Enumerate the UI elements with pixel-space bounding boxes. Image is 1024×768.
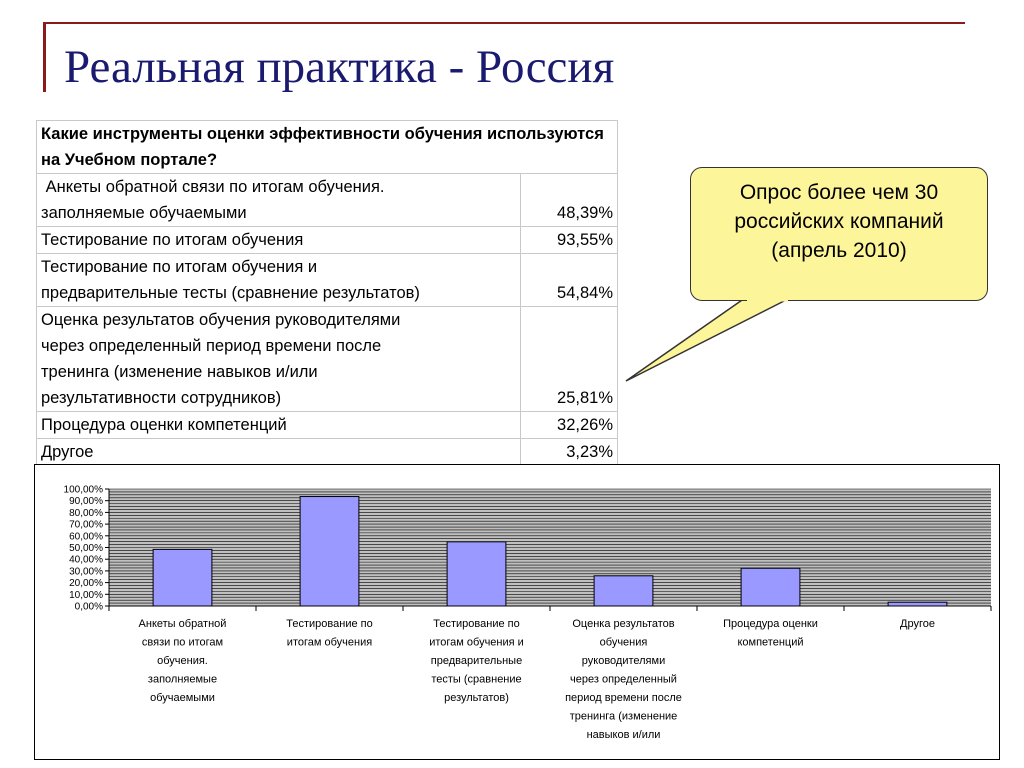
table-row-label-line: Другое xyxy=(41,443,94,461)
x-category-label: предварительные xyxy=(431,655,522,667)
table-row-label: Тестирование по итогам обучения xyxy=(36,226,521,254)
x-category-label: итогам обучения xyxy=(287,637,372,649)
x-category-label: Другое xyxy=(900,618,935,630)
table-row-label: Анкеты обратной связи по итогам обучения… xyxy=(36,173,521,227)
bar xyxy=(299,496,360,607)
slide-title: Реальная практика - Россия xyxy=(64,41,615,93)
x-category-label: период времени после xyxy=(565,692,682,704)
y-tick-label: 90,00% xyxy=(69,496,103,507)
bar-chart: 0,00% 10,00% 20,00% 30,00% 40,00% 50,00% 60,00… xyxy=(34,464,1000,760)
table-row: Другое 3,23% xyxy=(36,438,619,466)
table-row-value: 3,23% xyxy=(519,438,619,466)
x-category-label: тренинга (изменение xyxy=(570,711,678,723)
table-row-label-line: Тестирование по итогам обучения xyxy=(41,231,304,249)
table-row: Тестирование по итогам обучения и предва… xyxy=(36,253,619,307)
x-category-label: обучаемыми xyxy=(150,692,215,704)
table-row-value: 32,26% xyxy=(519,411,619,439)
y-tick-label: 100,00% xyxy=(64,485,104,496)
y-tick-label: 70,00% xyxy=(69,520,103,531)
x-category-label: тесты (сравнение xyxy=(431,674,521,686)
x-category-label: через определенный xyxy=(570,674,677,686)
table-row-label: Тестирование по итогам обучения и предва… xyxy=(36,253,521,307)
x-category-label: обучения. xyxy=(157,655,208,667)
survey-results-table: Какие инструменты оценки эффективности о… xyxy=(36,120,619,466)
table-row-value: 48,39% xyxy=(519,173,619,227)
table-header-cell: Какие инструменты оценки эффективности о… xyxy=(36,120,618,174)
x-category-label: Тестирование по xyxy=(433,618,519,630)
y-tick-label: 10,00% xyxy=(69,590,103,601)
callout-text-line: российских компаний xyxy=(734,210,944,233)
y-tick-label: 80,00% xyxy=(69,508,103,519)
table-row-label-line: тренинга (изменение навыков и/или xyxy=(41,363,318,381)
table-row-label: Другое xyxy=(36,438,521,466)
table-row: Анкеты обратной связи по итогам обучения… xyxy=(36,173,619,227)
bar-chart-canvas: 0,00%10,00%20,00%30,00%40,00%50,00%60,00… xyxy=(64,485,992,741)
table-row-label-line: через определенный период времени после xyxy=(41,337,382,355)
bar xyxy=(446,541,507,607)
table-header-row: Какие инструменты оценки эффективности о… xyxy=(36,120,618,174)
table-row-label-line: предварительные тесты (сравнение результ… xyxy=(41,284,420,302)
title-frame-left-rule xyxy=(43,22,46,92)
table-row-label-line: результативности сотрудников) xyxy=(41,389,282,407)
y-tick-label: 20,00% xyxy=(69,578,103,589)
table-row: Процедура оценки компетенций 32,26% xyxy=(36,411,619,439)
table-row: Тестирование по итогам обучения 93,55% xyxy=(36,226,619,254)
x-category-label: связи по итогам xyxy=(142,637,223,649)
x-category-label: Процедура оценки xyxy=(723,618,818,630)
y-tick-label: 60,00% xyxy=(69,531,103,542)
title-frame-top-rule xyxy=(43,22,965,24)
y-tick-label: 0,00% xyxy=(75,602,103,613)
callout-text-line: (апрель 2010) xyxy=(771,239,907,262)
x-category-label: компетенций xyxy=(737,637,803,649)
bar xyxy=(152,548,213,607)
x-category-label: Анкеты обратной xyxy=(139,618,227,630)
table-row-label-line: Оценка результатов обучения руководителя… xyxy=(41,311,401,329)
table-row: Оценка результатов обучения руководителя… xyxy=(36,306,619,412)
y-tick-label: 40,00% xyxy=(69,555,103,566)
x-category-label: заполняемые xyxy=(148,674,217,686)
table-row-value: 93,55% xyxy=(519,226,619,254)
bar xyxy=(887,601,948,607)
table-row-label-line: Анкеты обратной связи по итогам обучения… xyxy=(41,178,385,196)
x-category-label: навыков и/или xyxy=(587,729,661,741)
table-row-value: 54,84% xyxy=(519,253,619,307)
callout-text-line: Опрос более чем 30 xyxy=(739,181,939,204)
x-category-label: обучения xyxy=(600,637,648,649)
x-category-label: Тестирование по xyxy=(286,618,372,630)
x-category-label: руководителями xyxy=(582,655,665,667)
bar xyxy=(593,575,654,607)
x-category-label: результатов) xyxy=(444,692,509,704)
x-category-label: Оценка результатов xyxy=(572,618,674,630)
table-row-value: 25,81% xyxy=(519,306,619,412)
x-category-label: итогам обучения и xyxy=(429,637,524,649)
y-tick-label: 50,00% xyxy=(69,543,103,554)
y-tick-label: 30,00% xyxy=(69,566,103,577)
table-row-label-line: Процедура оценки компетенций xyxy=(41,416,287,434)
survey-note-callout: Опрос более чем 30 российских компаний (… xyxy=(690,167,988,301)
table-row-label: Процедура оценки компетенций xyxy=(36,411,521,439)
table-row-label-line: заполняемые обучаемыми xyxy=(41,204,247,222)
table-row-label-line: Тестирование по итогам обучения и xyxy=(41,258,318,276)
table-row-label: Оценка результатов обучения руководителя… xyxy=(36,306,521,412)
bar xyxy=(740,567,801,607)
